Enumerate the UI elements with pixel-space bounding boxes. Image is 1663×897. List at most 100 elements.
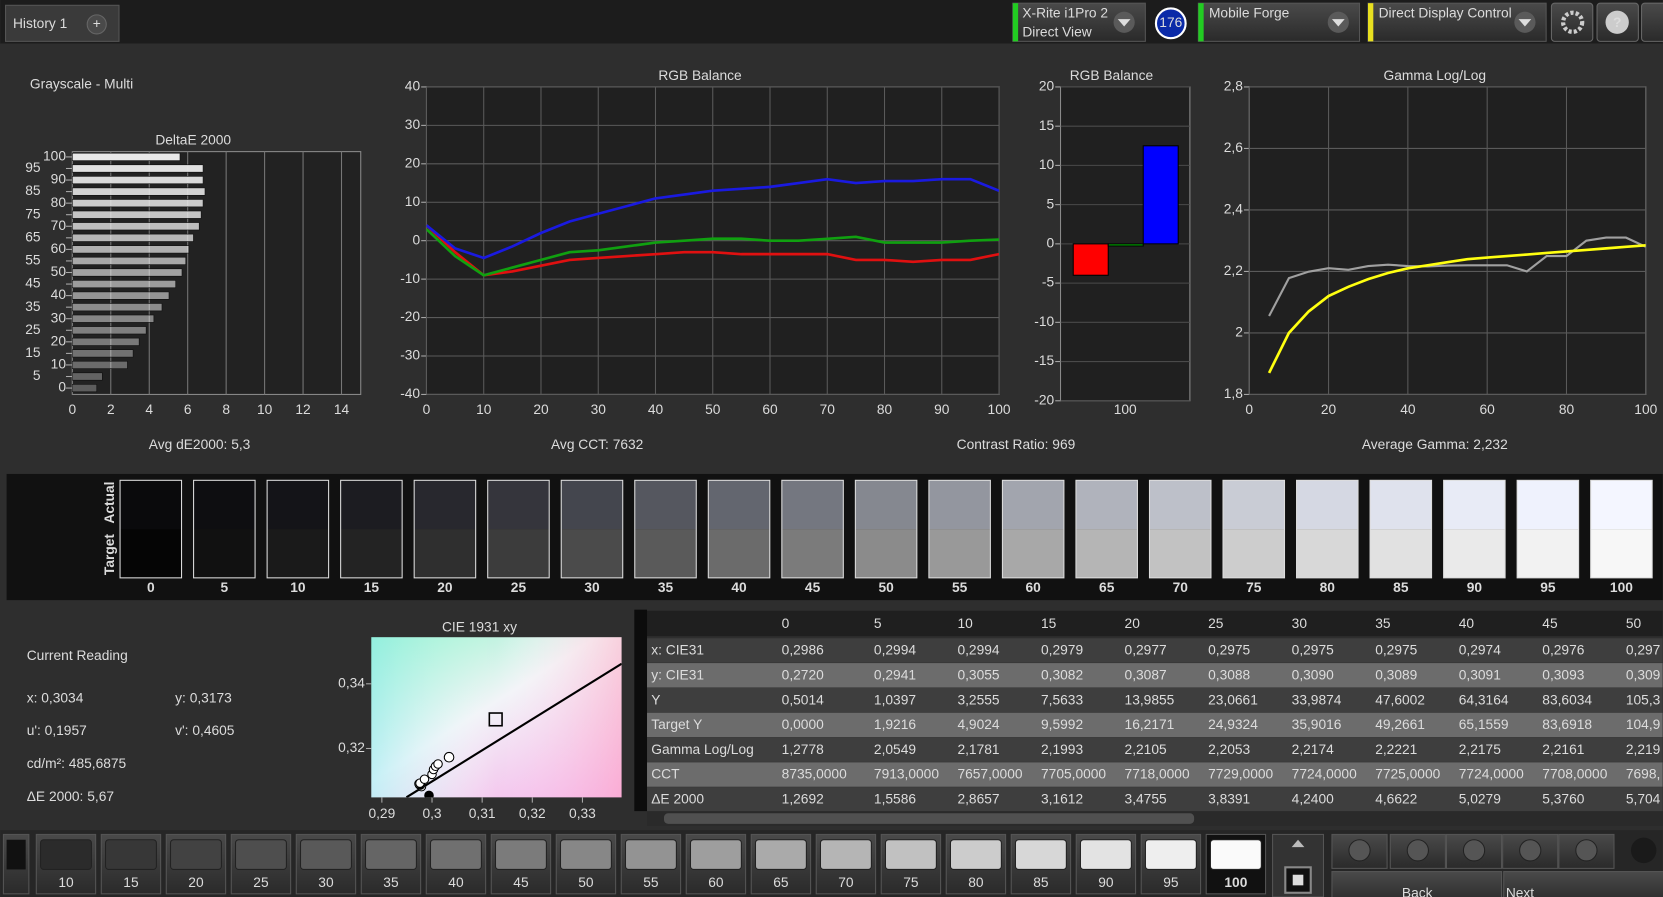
patch-swatch xyxy=(689,839,742,870)
dropdown-arrow xyxy=(1331,19,1345,27)
help-label: ? xyxy=(1613,15,1621,30)
x-tick-label: 0,29 xyxy=(368,806,395,821)
column-header: 10 xyxy=(957,616,973,631)
y-tick-label: 0 xyxy=(1047,236,1055,251)
table-cell: 0,2975 xyxy=(1292,643,1334,658)
add-tab-button[interactable] xyxy=(86,14,107,35)
table-cell: 9,5992 xyxy=(1041,717,1083,732)
x-tick-label: 90 xyxy=(934,402,950,417)
y-tick-label: 65 xyxy=(25,229,41,244)
meter-badge[interactable] xyxy=(1154,7,1187,40)
column-header: 25 xyxy=(1208,616,1224,631)
y-tick-label: 5 xyxy=(1047,196,1055,211)
tab-label: History 1 xyxy=(13,16,67,31)
meter-selector-stripe xyxy=(1012,3,1019,42)
table-cell: 2,2053 xyxy=(1208,742,1250,757)
y-tick-label: 50 xyxy=(51,264,67,279)
patch-swatch xyxy=(494,839,547,870)
y-tick-label: 15 xyxy=(1039,118,1055,133)
row-label: Target Y xyxy=(651,717,702,732)
swatch-label: 15 xyxy=(364,580,380,595)
dropdown-arrow xyxy=(1518,19,1532,27)
table-cell: 2,1781 xyxy=(957,742,999,757)
patch-label: 50 xyxy=(578,875,594,890)
bar xyxy=(72,314,155,323)
patch-label: 85 xyxy=(1033,875,1049,890)
control-icon xyxy=(1519,839,1542,862)
patch-label: 100 xyxy=(1224,875,1247,890)
patch-swatch xyxy=(364,839,417,870)
swatch-target xyxy=(487,529,550,578)
swatch-frame xyxy=(928,479,991,579)
bar xyxy=(72,349,134,358)
row-label: y: CIE31 xyxy=(651,667,704,682)
back-button[interactable] xyxy=(1331,871,1503,897)
swatch-target xyxy=(120,529,182,578)
table-cell: 1,9216 xyxy=(874,717,916,732)
bar xyxy=(72,280,177,289)
table-cell: 5,704 xyxy=(1626,792,1661,807)
bar xyxy=(72,360,128,369)
help-icon xyxy=(1605,10,1629,34)
table-cell: 24,9324 xyxy=(1208,717,1258,732)
table-cell: 7724,0000 xyxy=(1292,767,1357,782)
swatch-frame xyxy=(1001,479,1065,579)
reading-title: Current Reading xyxy=(27,648,128,663)
y-tick-label: 40 xyxy=(405,79,421,94)
swatch-actual xyxy=(634,480,697,530)
patch-swatch xyxy=(559,839,612,870)
reading-value: u': 0,1957 xyxy=(27,723,87,738)
icon-button[interactable] xyxy=(1550,2,1594,42)
x-tick-label: 80 xyxy=(877,402,893,417)
swatch-actual xyxy=(1296,480,1359,530)
x-tick-label: 0 xyxy=(423,402,431,417)
scroll-thumb[interactable] xyxy=(663,813,1195,824)
target-point xyxy=(488,712,503,727)
patch-label: 60 xyxy=(708,875,724,890)
swatch-frame xyxy=(1369,479,1433,579)
y-tick-label: 75 xyxy=(25,206,41,221)
swatch-frame xyxy=(560,479,624,579)
control-icon xyxy=(1462,839,1486,862)
table-cell: 105,3 xyxy=(1626,692,1661,707)
y-tick-label: 100 xyxy=(43,149,66,164)
y-tick-label: 0 xyxy=(412,232,420,247)
table-cell: 0,3091 xyxy=(1459,667,1501,682)
swatch-label: 30 xyxy=(584,580,600,595)
plot-lines xyxy=(426,177,1000,277)
y-tick-label: 10 xyxy=(405,194,421,209)
swatch-frame xyxy=(193,479,256,579)
x-tick-label: 60 xyxy=(1480,402,1496,417)
table-cell: 4,9024 xyxy=(957,717,999,732)
table-cell: 7708,0000 xyxy=(1542,767,1607,782)
patch-swatch xyxy=(299,839,352,870)
swatch-actual xyxy=(1223,480,1285,530)
table-row xyxy=(647,638,1663,663)
swatch-frame xyxy=(854,479,918,579)
meter-name: X-Rite i1Pro 2 xyxy=(1022,5,1108,20)
table-cell: 1,2778 xyxy=(782,742,824,757)
table-cell: 2,219 xyxy=(1626,742,1660,757)
next-button[interactable] xyxy=(1503,871,1663,897)
swatch-target xyxy=(928,529,991,578)
swatch-label: 80 xyxy=(1320,580,1336,595)
swatch-actual xyxy=(487,480,550,530)
table-row xyxy=(647,787,1663,812)
table-cell: 3,1612 xyxy=(1041,792,1083,807)
y-tick-label: 2,8 xyxy=(1224,79,1243,94)
row-label: Gamma Log/Log xyxy=(651,742,754,757)
patch-swatch xyxy=(819,839,872,870)
table-cell: 2,2175 xyxy=(1459,742,1501,757)
table-cell: 83,6918 xyxy=(1542,717,1592,732)
icon-button[interactable] xyxy=(1641,2,1663,42)
table-cell: 7724,0000 xyxy=(1459,767,1524,782)
reading-value: cd/m²: 485,6875 xyxy=(27,756,127,771)
column-header: 5 xyxy=(874,616,882,631)
x-tick-label: 40 xyxy=(1400,402,1416,417)
swatch-target xyxy=(1149,529,1211,578)
swatch-actual xyxy=(414,480,476,530)
swatch-actual xyxy=(1443,480,1506,530)
plot-area xyxy=(1248,86,1647,395)
table-cell: 7729,0000 xyxy=(1208,767,1273,782)
swatch-label: 95 xyxy=(1540,580,1556,595)
